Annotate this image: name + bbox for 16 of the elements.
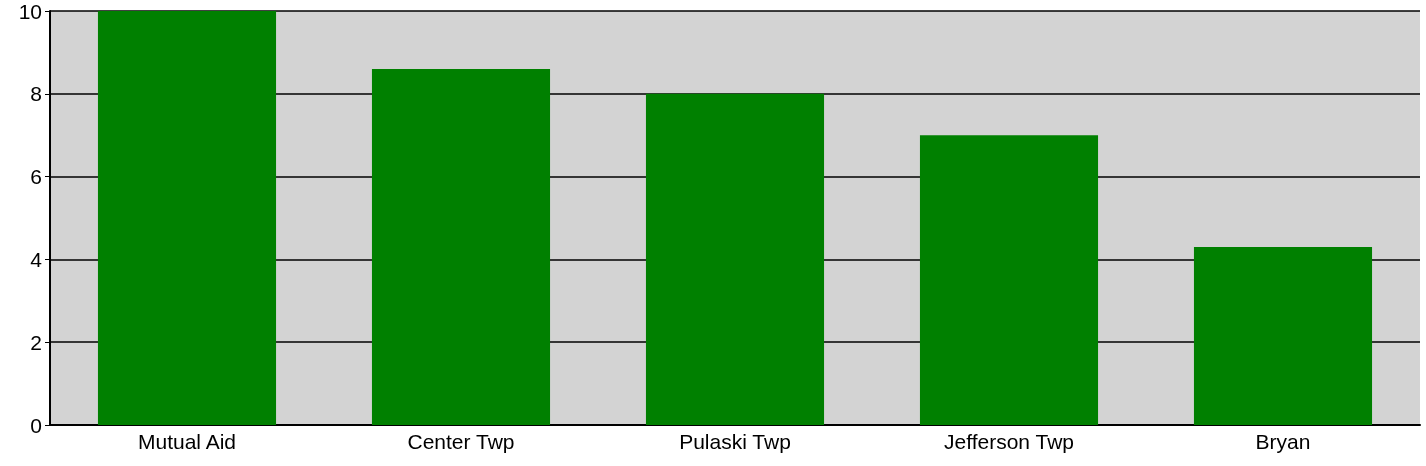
bar bbox=[1193, 246, 1373, 425]
bar bbox=[919, 135, 1099, 425]
x-tick-label: Center Twp bbox=[407, 430, 515, 453]
y-tick-label: 6 bbox=[30, 165, 42, 189]
y-tick-label: 2 bbox=[30, 330, 42, 354]
bar bbox=[97, 11, 277, 425]
bar bbox=[645, 93, 825, 425]
y-tick-label: 4 bbox=[30, 247, 43, 271]
x-tick-label: Mutual Aid bbox=[137, 430, 237, 453]
y-tick-label: 10 bbox=[18, 0, 42, 23]
y-tick-label: 0 bbox=[30, 413, 42, 437]
x-tick-label: Bryan bbox=[1255, 430, 1311, 453]
x-tick-label: Jefferson Twp bbox=[944, 430, 1074, 453]
x-tick-label: Pulaski Twp bbox=[679, 430, 791, 453]
bar bbox=[371, 68, 551, 425]
y-tick-label: 8 bbox=[30, 82, 42, 106]
